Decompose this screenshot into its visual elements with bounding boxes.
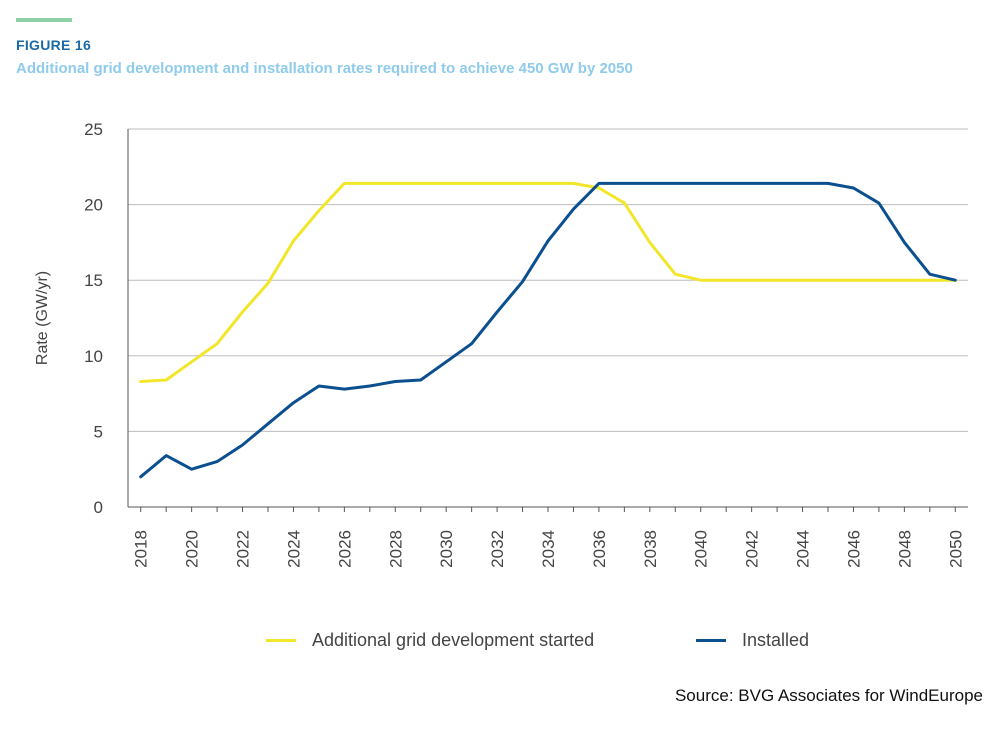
x-tick-label-2032: 2032 xyxy=(488,530,507,568)
x-tick-label-2020: 2020 xyxy=(183,530,202,568)
figure-label: FIGURE 16 xyxy=(16,37,92,53)
x-tick-label-2038: 2038 xyxy=(641,530,660,568)
y-axis-title: Rate (GW/yr) xyxy=(34,271,51,365)
x-tick-label-2042: 2042 xyxy=(743,530,762,568)
y-tick-label-5: 5 xyxy=(94,422,103,441)
series-lines xyxy=(139,181,957,479)
x-tick-label-2048: 2048 xyxy=(895,530,914,568)
figure-title: Additional grid development and installa… xyxy=(16,60,633,77)
x-tick-label-2028: 2028 xyxy=(386,530,405,568)
y-tick-label-25: 25 xyxy=(84,120,103,139)
x-tick-label-2046: 2046 xyxy=(844,530,863,568)
x-tick-label-2036: 2036 xyxy=(590,530,609,568)
series-line-installed xyxy=(139,181,957,479)
x-tick-label-2024: 2024 xyxy=(284,530,303,568)
legend-label-installed: Installed xyxy=(742,630,810,650)
x-tick-label-2030: 2030 xyxy=(437,530,456,568)
x-tick-label-2040: 2040 xyxy=(692,530,711,568)
y-tick-label-15: 15 xyxy=(84,271,103,290)
legend-swatch-installed xyxy=(696,639,726,642)
y-tick-label-20: 20 xyxy=(84,196,103,215)
y-tick-label-10: 10 xyxy=(84,347,103,366)
legend-swatch-grid-development xyxy=(266,639,296,642)
legend-label-grid-development: Additional grid development started xyxy=(312,630,595,650)
x-tick-label-2044: 2044 xyxy=(794,530,813,568)
legend-item-grid-development: Additional grid development started xyxy=(266,630,594,651)
source-note: Source: BVG Associates for WindEurope xyxy=(674,686,983,705)
y-tick-label-0: 0 xyxy=(94,498,103,517)
x-tick-label-2050: 2050 xyxy=(946,530,965,568)
x-tick-label-2022: 2022 xyxy=(234,530,253,568)
tick-labels: 0 5 10 15 20 25 2018 2020 2022 2024 2026 2028 2030 20… xyxy=(84,120,965,568)
axes xyxy=(127,129,968,512)
x-tick-label-2026: 2026 xyxy=(335,530,354,568)
legend-item-installed: Installed xyxy=(696,630,809,651)
accent-bar xyxy=(16,18,72,22)
x-tick-label-2034: 2034 xyxy=(539,530,558,568)
legend: Additional grid development started Inst… xyxy=(0,630,1000,658)
series-line-grid-development xyxy=(139,181,957,383)
x-tick-label-2018: 2018 xyxy=(132,530,151,568)
